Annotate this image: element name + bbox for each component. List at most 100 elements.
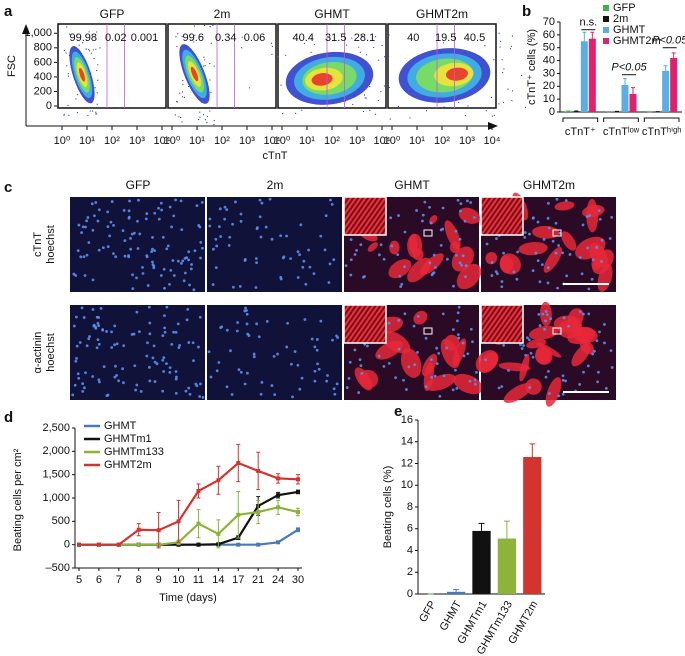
event-dot <box>213 119 215 122</box>
row-label: cTnT <box>32 232 44 257</box>
event-dot <box>206 115 209 118</box>
legend-label: GHMT2m <box>104 459 152 471</box>
event-dot <box>193 41 195 43</box>
legend-swatch <box>603 5 609 11</box>
column-title: GHMT2m <box>523 178 575 192</box>
nucleus <box>397 319 401 322</box>
point <box>216 531 221 536</box>
nucleus <box>500 385 504 388</box>
inset <box>480 196 524 236</box>
event-dot <box>499 46 501 48</box>
legend-swatch <box>603 16 609 22</box>
nucleus <box>600 260 603 263</box>
nucleus <box>561 378 565 382</box>
x-tick-label: 10¹ <box>409 135 425 147</box>
nucleus <box>484 358 488 362</box>
event-dot <box>363 94 366 96</box>
event-dot <box>374 113 377 115</box>
nucleus <box>344 264 348 268</box>
nucleus <box>121 229 125 233</box>
event-dot <box>202 65 205 67</box>
point <box>176 519 181 524</box>
event-dot <box>502 101 504 104</box>
event-dot <box>313 43 315 45</box>
y-axis-label: Beating cells per cm² <box>12 448 24 551</box>
x-tick-label: 14 <box>212 574 224 586</box>
nucleus <box>398 274 402 278</box>
nucleus <box>378 253 381 257</box>
nucleus <box>87 337 91 341</box>
event-dot <box>97 79 99 81</box>
cell <box>561 231 577 251</box>
nucleus <box>273 393 277 396</box>
y-tick-label: 200 <box>34 85 52 97</box>
nucleus <box>234 200 237 204</box>
nucleus <box>98 380 101 384</box>
nucleus <box>176 259 180 263</box>
nucleus <box>169 269 173 272</box>
micrograph <box>70 197 205 292</box>
event-dot <box>501 59 503 61</box>
nucleus <box>405 388 408 391</box>
nucleus <box>151 260 154 264</box>
point <box>296 489 300 494</box>
event-dot <box>524 106 527 109</box>
nucleus <box>462 354 466 358</box>
nucleus <box>331 338 334 342</box>
nucleus <box>201 396 205 399</box>
nucleus <box>307 248 310 252</box>
event-dot <box>346 44 348 46</box>
category-bracket <box>603 117 639 122</box>
cell <box>375 340 403 360</box>
nucleus <box>590 277 594 281</box>
nucleus <box>279 234 283 238</box>
event-dot <box>179 92 181 94</box>
nucleus <box>591 258 595 262</box>
nucleus <box>359 243 363 247</box>
nucleus <box>347 376 351 380</box>
nucleus <box>551 239 555 243</box>
y-tick-label: –500 <box>46 562 70 574</box>
nucleus <box>91 308 95 311</box>
gate-percent: 99.6 <box>183 32 204 44</box>
event-dot <box>373 46 375 49</box>
nucleus <box>291 395 294 399</box>
nucleus <box>407 365 411 369</box>
cell <box>545 377 562 407</box>
nucleus <box>148 321 152 325</box>
nucleus <box>127 254 130 258</box>
nucleus <box>546 281 550 285</box>
nucleus <box>199 240 203 244</box>
nucleus <box>185 318 189 322</box>
facet-title: GHMT <box>314 7 350 21</box>
event-dot <box>67 104 69 106</box>
point <box>196 521 201 526</box>
event-dot <box>90 52 93 54</box>
event-dot <box>212 24 214 26</box>
event-dot <box>442 42 445 44</box>
nucleus <box>490 261 494 264</box>
panel-label: e <box>394 403 402 420</box>
point <box>236 542 241 547</box>
event-dot <box>389 118 391 120</box>
nucleus <box>564 379 567 383</box>
nucleus <box>195 204 199 208</box>
nucleus <box>178 343 182 347</box>
nucleus <box>610 216 614 219</box>
nucleus <box>83 274 87 277</box>
nucleus <box>174 377 178 381</box>
x-tick-label: 10⁰ <box>164 135 181 147</box>
error-bar <box>529 443 536 457</box>
nucleus <box>458 237 462 241</box>
nucleus <box>161 389 165 393</box>
nucleus <box>587 287 591 291</box>
event-dot <box>81 42 84 44</box>
event-dot <box>203 56 205 58</box>
nucleus <box>430 375 434 379</box>
event-dot <box>511 35 514 37</box>
cell <box>478 352 499 373</box>
nucleus <box>547 226 551 230</box>
nucleus <box>260 201 264 205</box>
nucleus <box>117 379 120 383</box>
x-tick-label: 17 <box>232 574 244 586</box>
